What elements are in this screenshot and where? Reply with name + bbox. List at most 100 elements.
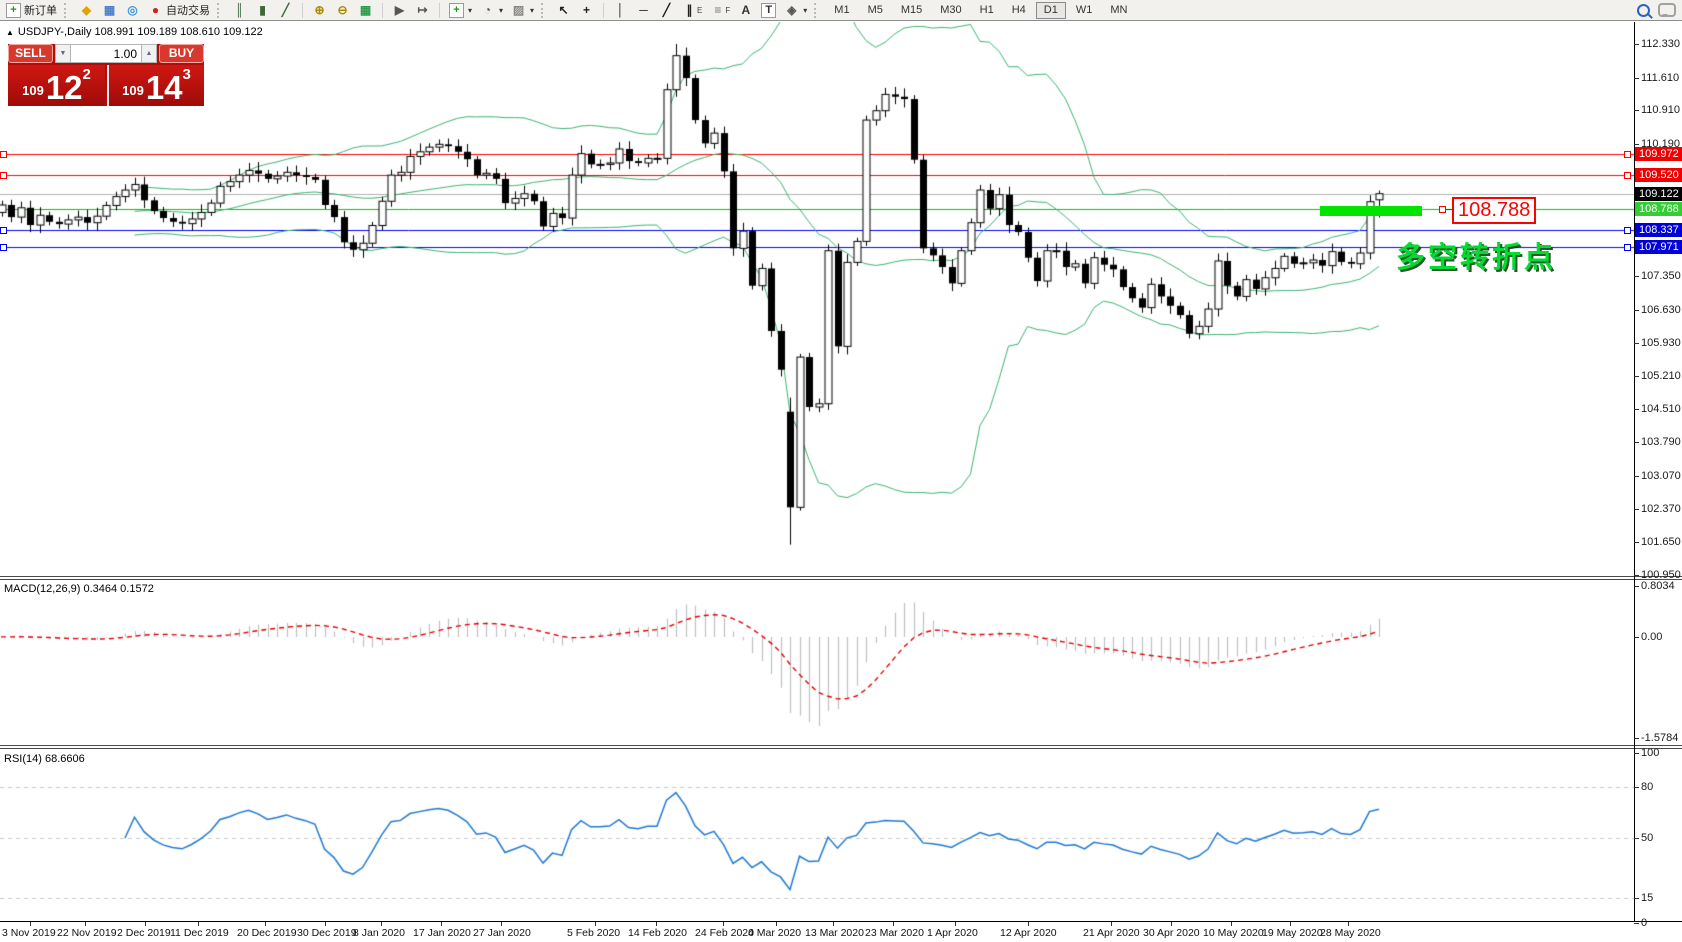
one-click-panel-toggle[interactable]: ▲	[6, 28, 14, 37]
arrows-dropdown[interactable]: ◈ ▾	[781, 1, 810, 19]
axis-tick	[1634, 787, 1639, 788]
date-tick	[501, 922, 502, 926]
toolbar-separator	[302, 2, 303, 18]
new-order-button[interactable]: + 新订单	[3, 1, 60, 19]
profiles-button[interactable]: ▦	[99, 1, 120, 19]
price-tick-label: 103.790	[1641, 436, 1681, 448]
toolbar-grip	[217, 2, 223, 18]
buy-button[interactable]: BUY	[159, 44, 204, 63]
hline-handle[interactable]	[1624, 227, 1631, 234]
axis-tick	[1634, 838, 1639, 839]
rsi-chart-canvas[interactable]	[0, 750, 1634, 921]
hline-handle[interactable]	[1624, 244, 1631, 251]
text-icon: A	[741, 2, 751, 17]
date-tick	[1290, 922, 1291, 926]
text-label-tool[interactable]: T	[758, 1, 779, 19]
date-tick	[1171, 922, 1172, 926]
hline-handle[interactable]	[0, 244, 7, 251]
autotrading-button[interactable]: ● 自动交易	[145, 1, 213, 19]
panel-splitter[interactable]	[0, 576, 1682, 580]
panel-splitter[interactable]	[0, 745, 1682, 749]
date-tick	[381, 922, 382, 926]
toolbar-grip	[64, 2, 70, 18]
toolbar-grip	[814, 2, 820, 18]
one-click-trading-panel: SELL ▼ 1.00 ▲ BUY 109 12 2 109 14 3	[8, 44, 204, 106]
vertical-line-tool[interactable]: │	[610, 1, 631, 19]
timeframe-m5-button[interactable]: M5	[860, 2, 891, 19]
price-chart-canvas[interactable]	[0, 22, 1634, 576]
price-annotation-label[interactable]: 108.788	[1452, 197, 1537, 224]
price-tick-label: 101.650	[1641, 536, 1681, 548]
sell-price-display[interactable]: 109 12 2	[8, 65, 105, 106]
date-tick-label: 30 Apr 2020	[1143, 927, 1200, 939]
timeframe-d1-button[interactable]: D1	[1035, 1, 1066, 19]
toolbar-grip	[541, 2, 547, 18]
timeframe-m1-button[interactable]: M1	[826, 2, 857, 19]
axis-tick	[1634, 476, 1639, 477]
sell-button[interactable]: SELL	[8, 44, 53, 63]
text-label-icon: T	[761, 2, 777, 18]
bull-bear-turning-point-text[interactable]: 多空转折点	[1396, 242, 1557, 274]
date-tick-label: 11 Dec 2019	[170, 927, 229, 939]
date-tick-label: 13 Mar 2020	[805, 927, 864, 939]
buy-price-display[interactable]: 109 14 3	[107, 65, 204, 106]
price-tick-label: 104.510	[1641, 403, 1681, 415]
date-tick	[723, 922, 724, 926]
package-icon-button[interactable]: ◆	[76, 1, 97, 19]
line-chart-mode-button[interactable]: ╱	[275, 1, 296, 19]
bar-chart-mode-button[interactable]: ║	[229, 1, 250, 19]
chart-shift-button[interactable]: ↦	[412, 1, 433, 19]
date-tick-label: 8 Jan 2020	[353, 927, 405, 939]
rsi-tick-label: 50	[1641, 832, 1654, 844]
tile-windows-button[interactable]: ▦	[355, 1, 376, 19]
trendline-tool[interactable]: ╱	[656, 1, 677, 19]
date-tick-label: 27 Jan 2020	[473, 927, 531, 939]
price-badge: 108.337	[1635, 223, 1682, 237]
axis-tick	[1634, 738, 1639, 739]
community-chat-button[interactable]	[1655, 1, 1679, 19]
hline-handle[interactable]	[0, 172, 7, 179]
date-tick	[30, 922, 31, 926]
axis-tick	[1634, 343, 1639, 344]
macd-tick-label: 0.00	[1641, 631, 1663, 643]
signals-button[interactable]: ◎	[122, 1, 143, 19]
hline-handle[interactable]	[1624, 172, 1631, 179]
toolbar-separator	[603, 2, 605, 18]
support-highlight-rect[interactable]	[1320, 206, 1422, 216]
horizontal-line-icon: ─	[639, 2, 648, 17]
crosshair-tool-button[interactable]: +	[576, 1, 597, 19]
price-annotation-handle[interactable]	[1439, 206, 1446, 213]
timeframe-mn-button[interactable]: MN	[1102, 2, 1135, 19]
timeframe-h4-button[interactable]: H4	[1004, 2, 1034, 19]
cursor-tool-button[interactable]: ↖	[553, 1, 574, 19]
fibonacci-icon: ≡	[714, 2, 722, 17]
hline-handle[interactable]	[0, 227, 7, 234]
date-tick	[198, 922, 199, 926]
timeframe-m30-button[interactable]: M30	[932, 2, 969, 19]
templates-dropdown[interactable]: ▨ ▾	[508, 1, 537, 19]
hline-handle[interactable]	[1624, 151, 1631, 158]
horizontal-line-tool[interactable]: ─	[633, 1, 654, 19]
rsi-tick-label: 80	[1641, 781, 1654, 793]
zoom-out-button[interactable]: ⊖	[332, 1, 353, 19]
volume-input[interactable]: 1.00	[71, 44, 141, 63]
price-tick-label: 106.630	[1641, 304, 1681, 316]
timeframe-m15-button[interactable]: M15	[893, 2, 930, 19]
indicators-dropdown[interactable]: + ▾	[446, 1, 475, 19]
zoom-in-button[interactable]: ⊕	[309, 1, 330, 19]
rsi-tick-label: 15	[1641, 892, 1654, 904]
timeframe-h1-button[interactable]: H1	[972, 2, 1002, 19]
hline-handle[interactable]	[0, 151, 7, 158]
macd-chart-canvas[interactable]	[0, 581, 1634, 745]
volume-decrease-button[interactable]: ▼	[55, 44, 71, 63]
candlestick-mode-button[interactable]: ▮	[252, 1, 273, 19]
search-button[interactable]	[1634, 1, 1653, 19]
periods-dropdown[interactable]: ◔ ▾	[477, 1, 506, 19]
equidistant-channel-tool[interactable]: ∥ E	[679, 1, 705, 19]
timeframe-w1-button[interactable]: W1	[1068, 2, 1101, 19]
axis-tick	[1634, 409, 1639, 410]
fibonacci-tool[interactable]: ≡ F	[707, 1, 733, 19]
volume-increase-button[interactable]: ▲	[141, 44, 157, 63]
auto-scroll-button[interactable]: ▶	[389, 1, 410, 19]
text-tool[interactable]: A	[735, 1, 756, 19]
